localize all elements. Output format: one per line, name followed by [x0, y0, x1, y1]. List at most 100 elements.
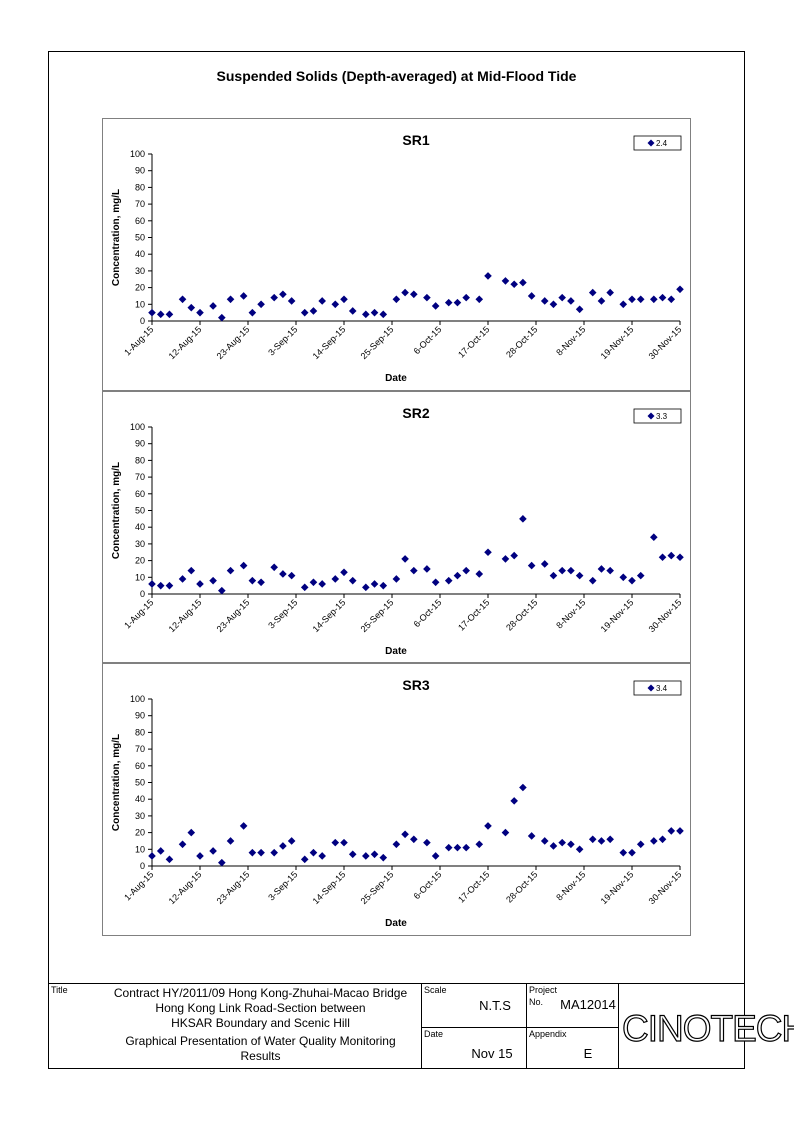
data-point: [226, 295, 235, 304]
data-point: [453, 298, 462, 307]
data-point: [156, 310, 165, 319]
data-point: [667, 827, 676, 835]
x-tick-label: 6-Oct-15: [412, 324, 444, 356]
data-point: [558, 293, 566, 302]
data-point: [148, 308, 156, 317]
data-point: [619, 300, 628, 309]
y-tick-label: 10: [135, 299, 145, 309]
data-point: [379, 853, 388, 862]
y-axis-label: Concentration, mg/L: [111, 462, 122, 559]
data-point: [331, 300, 340, 309]
x-tick-label: 23-Aug-15: [215, 324, 252, 361]
data-point: [667, 551, 676, 560]
data-point: [658, 835, 667, 844]
y-tick-label: 0: [140, 861, 145, 871]
legend-label: 3.4: [656, 684, 668, 693]
data-point: [549, 300, 558, 309]
data-point: [636, 295, 645, 304]
data-point: [270, 293, 278, 302]
data-point: [619, 848, 628, 857]
data-point: [636, 840, 645, 849]
data-point: [196, 308, 204, 317]
data-point: [392, 295, 401, 304]
x-tick-label: 19-Nov-15: [599, 597, 636, 634]
data-point: [392, 840, 401, 849]
x-tick-label: 28-Oct-15: [504, 597, 539, 632]
data-point: [549, 842, 558, 850]
data-point: [431, 578, 440, 587]
data-point: [379, 581, 388, 590]
x-tick-label: 8-Nov-15: [554, 869, 587, 902]
scale-label: Scale: [424, 985, 447, 995]
data-point: [257, 578, 265, 587]
page-frame: [48, 51, 745, 1069]
data-point: [462, 843, 470, 852]
chart-svg: SR2 0 10 20 30 40 50 60 70 80 90 100 1-Aug-15 12-Aug-…: [111, 405, 684, 657]
y-tick-label: 60: [135, 489, 145, 499]
data-point: [519, 783, 527, 792]
chart-svg: SR3 0 10 20 30 40 50 60 70 80 90 100 1-Aug-15 12-Aug-…: [111, 677, 684, 929]
data-point: [279, 290, 287, 299]
subtitle-text: Graphical Presentation of Water Quality …: [125, 1034, 396, 1063]
data-point: [475, 570, 484, 578]
data-point: [484, 822, 492, 830]
project-label: Project: [529, 985, 558, 995]
data-point: [187, 828, 196, 837]
data-point: [165, 855, 174, 864]
data-point: [527, 561, 536, 570]
data-point: [423, 838, 431, 847]
data-point: [248, 308, 257, 317]
y-tick-label: 80: [135, 455, 145, 465]
x-tick-label: 23-Aug-15: [215, 869, 252, 906]
data-point: [667, 295, 676, 304]
y-tick-label: 40: [135, 522, 145, 532]
y-tick-label: 90: [135, 166, 145, 176]
data-point: [362, 852, 370, 860]
data-point: [257, 848, 265, 857]
data-point: [348, 307, 357, 315]
x-tick-label: 3-Sep-15: [266, 324, 299, 357]
data-point: [588, 835, 597, 844]
data-point: [270, 563, 278, 572]
x-tick-label: 8-Nov-15: [554, 597, 587, 630]
data-point: [318, 297, 326, 305]
chart-title: SR3: [402, 677, 429, 693]
data-point: [567, 566, 575, 575]
x-axis-label: Date: [385, 646, 407, 657]
data-point: [309, 578, 318, 587]
data-point: [510, 551, 518, 560]
y-tick-label: 10: [135, 844, 145, 854]
data-point: [431, 852, 440, 860]
data-point: [379, 310, 388, 319]
x-tick-label: 17-Oct-15: [456, 597, 491, 632]
chart-title: SR2: [402, 405, 429, 421]
data-point: [619, 573, 628, 582]
data-point: [410, 835, 418, 844]
data-point: [519, 515, 527, 523]
y-tick-label: 0: [140, 316, 145, 326]
y-tick-label: 70: [135, 744, 145, 754]
x-tick-label: 6-Oct-15: [412, 869, 444, 901]
y-axis-label: Concentration, mg/L: [111, 734, 122, 831]
x-axis-label: Date: [385, 918, 407, 929]
data-point: [270, 848, 278, 857]
data-point: [370, 580, 379, 588]
data-point: [540, 297, 549, 305]
x-axis-label: Date: [385, 373, 407, 384]
data-point: [287, 837, 296, 845]
data-point: [340, 295, 348, 304]
data-point: [597, 837, 606, 845]
data-point: [239, 561, 248, 570]
y-tick-label: 20: [135, 556, 145, 566]
data-point: [279, 842, 287, 850]
chart-svg: SR1 0 10 20 30 40 50 60 70 80 90 100 1-Aug-15 12-Aug-…: [111, 132, 684, 384]
x-tick-label: 14-Sep-15: [311, 324, 348, 361]
y-tick-label: 90: [135, 439, 145, 449]
data-point: [370, 308, 379, 317]
data-point: [401, 830, 409, 839]
data-point: [226, 566, 235, 575]
data-point: [484, 548, 492, 557]
data-point: [196, 580, 204, 588]
y-tick-label: 40: [135, 794, 145, 804]
data-point: [606, 288, 614, 297]
